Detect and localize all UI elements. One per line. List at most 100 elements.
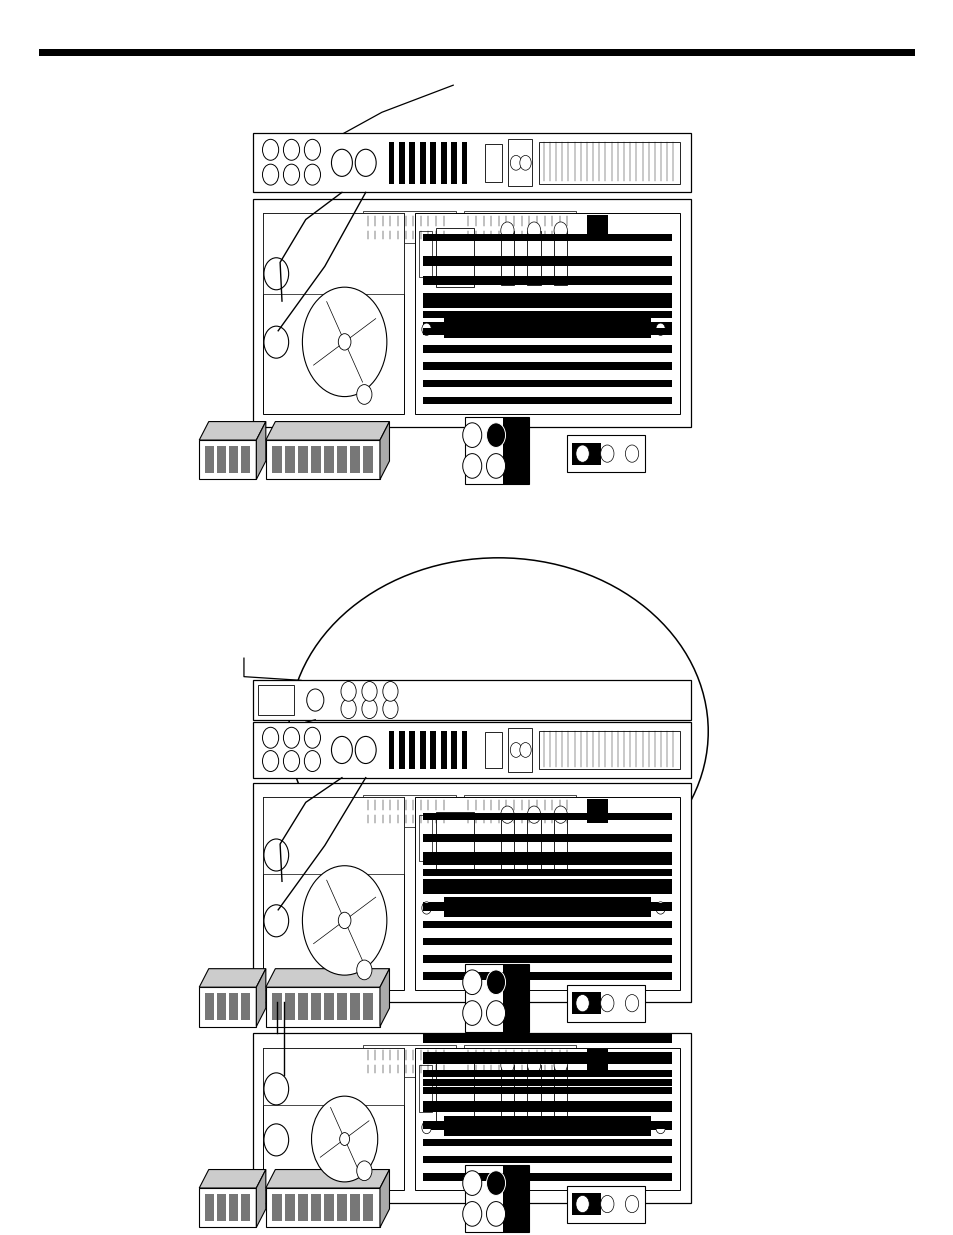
Circle shape [462, 453, 481, 478]
Bar [311, 1194, 320, 1221]
Bar [422, 294, 671, 301]
Circle shape [600, 994, 614, 1011]
Circle shape [510, 156, 521, 170]
Bar [418, 1065, 432, 1112]
Bar [199, 440, 256, 479]
Circle shape [340, 682, 355, 701]
Bar [258, 685, 294, 715]
Bar [415, 214, 679, 414]
Circle shape [519, 742, 531, 757]
Bar [205, 446, 213, 473]
Bar [451, 731, 456, 769]
Bar [362, 795, 456, 827]
Bar [422, 1104, 671, 1112]
Bar [484, 144, 501, 182]
Bar [567, 1186, 644, 1223]
Bar [229, 1194, 237, 1221]
Circle shape [500, 222, 514, 240]
Circle shape [600, 1195, 614, 1213]
Bar [422, 259, 671, 267]
Bar [422, 1070, 671, 1077]
Circle shape [283, 751, 299, 772]
Circle shape [302, 288, 387, 396]
Bar [554, 1065, 567, 1119]
Circle shape [312, 1097, 377, 1182]
Circle shape [462, 1171, 481, 1195]
Bar [430, 142, 436, 184]
Bar [253, 722, 690, 778]
Circle shape [576, 445, 589, 462]
Bar [422, 887, 671, 893]
Bar [538, 731, 679, 769]
Bar [567, 435, 644, 472]
Bar [297, 1194, 308, 1221]
Polygon shape [256, 421, 266, 479]
Bar [422, 937, 671, 945]
Bar [436, 228, 474, 288]
Circle shape [338, 913, 351, 929]
Circle shape [283, 727, 299, 748]
Bar [388, 142, 394, 184]
Bar [362, 211, 456, 243]
Bar [572, 442, 600, 464]
Circle shape [356, 960, 372, 979]
Bar [419, 142, 425, 184]
Bar [253, 1032, 690, 1203]
Circle shape [262, 140, 278, 161]
Circle shape [554, 1056, 567, 1073]
Bar [263, 1047, 403, 1105]
Bar [440, 731, 446, 769]
Bar [362, 1045, 456, 1077]
Bar [443, 319, 650, 338]
Bar [422, 852, 671, 860]
Bar [422, 233, 671, 241]
Bar [422, 857, 671, 864]
Bar [336, 446, 347, 473]
Circle shape [421, 1121, 431, 1134]
Circle shape [576, 994, 589, 1011]
Bar [422, 813, 671, 820]
Bar [266, 1188, 379, 1228]
Bar [422, 1156, 671, 1163]
Bar [253, 199, 690, 426]
Bar [363, 446, 373, 473]
Circle shape [625, 994, 639, 1011]
Bar [422, 1052, 671, 1060]
Polygon shape [199, 421, 266, 440]
Bar [572, 1193, 600, 1215]
Bar [422, 879, 671, 887]
Circle shape [331, 149, 352, 177]
Bar [422, 396, 671, 404]
Bar [422, 256, 671, 263]
Bar [463, 795, 576, 827]
Circle shape [600, 445, 614, 462]
Circle shape [307, 689, 323, 711]
Bar [500, 231, 514, 285]
Bar [422, 300, 671, 308]
Bar [502, 1165, 529, 1233]
Bar [323, 1194, 334, 1221]
Bar [263, 214, 403, 294]
Bar [554, 815, 567, 869]
Bar [464, 963, 529, 1031]
Bar [422, 1121, 671, 1129]
Circle shape [355, 736, 375, 763]
Bar [409, 142, 415, 184]
Circle shape [462, 1000, 481, 1025]
Circle shape [486, 453, 505, 478]
Bar [240, 446, 250, 473]
Bar [422, 1100, 671, 1108]
Circle shape [655, 1121, 664, 1134]
Bar [363, 1194, 373, 1221]
Bar [253, 680, 690, 720]
Circle shape [361, 699, 376, 719]
Bar [422, 972, 671, 979]
Circle shape [361, 682, 376, 701]
Circle shape [264, 839, 289, 871]
Circle shape [356, 1161, 372, 1181]
Bar [398, 142, 404, 184]
Polygon shape [266, 421, 389, 440]
Bar [500, 815, 514, 869]
Bar [266, 440, 379, 479]
Circle shape [283, 164, 299, 185]
